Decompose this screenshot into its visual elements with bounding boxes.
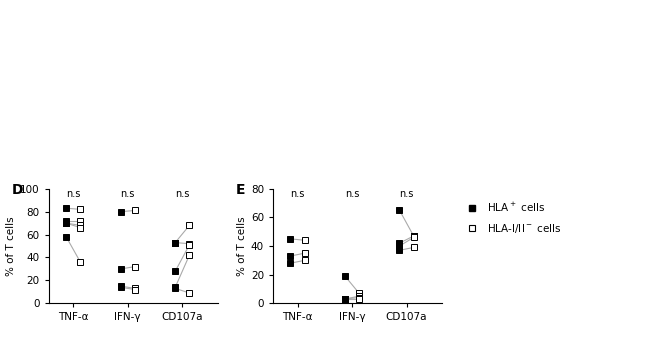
Text: n.s: n.s xyxy=(66,189,81,200)
Text: n.s: n.s xyxy=(175,189,190,200)
Text: n.s: n.s xyxy=(121,189,135,200)
Legend: HLA$^+$ cells, HLA-I/II$^-$ cells: HLA$^+$ cells, HLA-I/II$^-$ cells xyxy=(460,200,563,236)
Text: n.s: n.s xyxy=(291,189,305,200)
Y-axis label: % of T cells: % of T cells xyxy=(6,216,16,276)
Text: n.s: n.s xyxy=(399,189,414,200)
Y-axis label: % of T cells: % of T cells xyxy=(237,216,247,276)
Text: D: D xyxy=(12,183,23,197)
Text: E: E xyxy=(236,183,245,197)
Text: n.s: n.s xyxy=(345,189,359,200)
